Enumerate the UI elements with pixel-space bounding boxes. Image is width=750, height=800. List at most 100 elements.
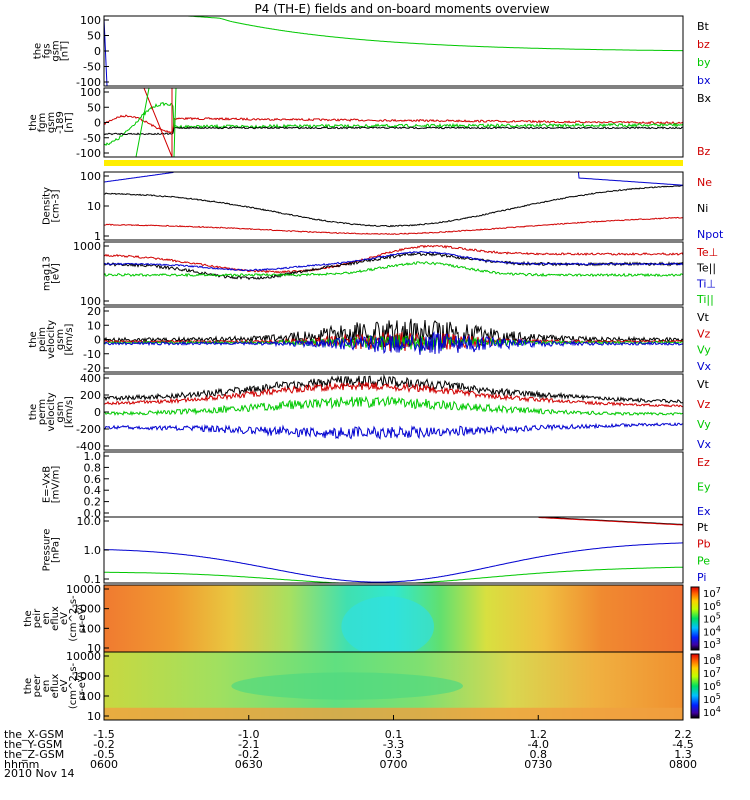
ylabel-line: [mV/m] bbox=[51, 466, 62, 504]
date-label: 2010 Nov 14 bbox=[4, 767, 74, 780]
plot-title: P4 (TH-E) fields and on-board moments ov… bbox=[254, 2, 549, 16]
ti-par-series bbox=[104, 261, 683, 278]
colorbar-tick-label: 103 bbox=[703, 637, 721, 651]
temperature-data bbox=[104, 244, 683, 281]
by-series bbox=[179, 16, 683, 52]
y-tick-label: -100 bbox=[76, 76, 101, 89]
panel-density: 100 10 1 Density[cm-3] Ne Ni Npot bbox=[42, 170, 724, 243]
pressure-ylabel: Pressure[nPa] bbox=[42, 529, 62, 572]
legend-bz: bz bbox=[697, 38, 710, 51]
perm_velocity-data bbox=[104, 374, 683, 440]
legend-pb: Pb bbox=[697, 538, 711, 551]
legend-ez: Ez bbox=[697, 456, 710, 469]
panel-ion_spectrogram: 10000100010010thepeirenefluxeV(cm^2-s-sr… bbox=[23, 583, 721, 655]
x-row-label: the_Z-GSM bbox=[4, 748, 64, 761]
vx-series-perm bbox=[104, 422, 683, 440]
y-tick-label: 200 bbox=[80, 389, 101, 402]
ylabel-line: the bbox=[28, 114, 39, 130]
data-gap-bar bbox=[104, 160, 683, 166]
x-tick-label: 0600 bbox=[90, 758, 118, 771]
ylabel-line: velocity bbox=[46, 320, 57, 359]
fgm-data bbox=[104, 88, 683, 157]
y-tick-label: 1.0 bbox=[84, 450, 102, 463]
x-tick-label: 1.2 bbox=[530, 728, 548, 741]
ylabel-line: [eV] bbox=[51, 263, 62, 284]
ylabel-line: [km/s] bbox=[64, 396, 75, 428]
legend-te⊥: Te⊥ bbox=[696, 246, 718, 259]
legend-te||: Te|| bbox=[696, 262, 716, 275]
panels: 100500-50-100thefgsgsm[nT]Btbzbybx100500… bbox=[23, 14, 724, 723]
x-tick-label: 0700 bbox=[380, 758, 408, 771]
ylabel-line: peer bbox=[32, 674, 43, 698]
legend-vy: Vy bbox=[697, 418, 711, 431]
colorbar bbox=[690, 653, 700, 719]
pressure-frame bbox=[103, 516, 684, 584]
x-tick-label: -1.0 bbox=[238, 728, 259, 741]
colorbar-tick-label: 108 bbox=[703, 653, 721, 667]
pb-series bbox=[538, 517, 683, 526]
x-row-label: the_X-GSM bbox=[4, 728, 64, 741]
by-series-fgm bbox=[104, 101, 683, 147]
ylabel-line: peim bbox=[37, 327, 48, 352]
peim_velocity-data bbox=[104, 318, 683, 355]
legend-pt: Pt bbox=[697, 521, 709, 534]
ylabel-line: mag13 bbox=[42, 256, 53, 291]
pt-series bbox=[538, 517, 683, 525]
y-tick-label: 0.2 bbox=[84, 496, 102, 509]
x-tick-label: -0.2 bbox=[238, 748, 259, 761]
panel-temperature: 1000 100 mag13[eV] Te⊥ Te|| Ti⊥ Ti|| bbox=[42, 240, 719, 308]
ylabel-line: the bbox=[28, 331, 39, 347]
temperature-frame bbox=[103, 241, 684, 306]
ylabel-line: Pressure bbox=[42, 529, 53, 572]
y-tick-label: 1000 bbox=[73, 670, 101, 683]
panel-perm_velocity: 4002000-200-400thepermvelocitygsm[km/s]V… bbox=[28, 372, 712, 453]
x-tick-label: -1.5 bbox=[93, 728, 114, 741]
ylabel-line: eV bbox=[59, 679, 70, 692]
colorbar bbox=[690, 586, 700, 651]
x-tick-label: -0.5 bbox=[93, 748, 114, 761]
x-row-label: hhmm bbox=[4, 758, 39, 771]
npot-series bbox=[104, 172, 683, 186]
y-tick-label: 0.0 bbox=[84, 507, 102, 520]
temperature-ylabel: mag13[eV] bbox=[42, 256, 62, 291]
y-tick-label: -100 bbox=[76, 147, 101, 160]
ylabel-line: eV bbox=[59, 612, 70, 625]
colorbar-tick-label: 104 bbox=[703, 705, 721, 719]
y-tick-label: 50 bbox=[87, 101, 101, 114]
y-tick-label: 10 bbox=[87, 710, 101, 723]
ylabel-line: [km/s] bbox=[64, 323, 75, 355]
ylabel-line: gsm bbox=[46, 112, 57, 133]
y-tick-label: -50 bbox=[83, 61, 101, 74]
legend-vx: Vx bbox=[697, 360, 712, 373]
ylabel-line: [nT] bbox=[60, 41, 71, 61]
x-row-label: the_Y-GSM bbox=[4, 738, 62, 751]
panel-pressure: 10.0 1.0 0.1 Pressure[nPa] Pt Pb Pe Pi bbox=[42, 515, 711, 586]
x-tick-label: -4.5 bbox=[672, 738, 693, 751]
ylabel-line: [cm-3] bbox=[51, 189, 62, 222]
y-tick-label: 100 bbox=[80, 86, 101, 99]
x-tick-label: 0800 bbox=[669, 758, 697, 771]
legend-bx: Bx bbox=[697, 92, 712, 105]
ylabel-line: sr-eV) bbox=[77, 671, 88, 700]
y-tick-label: -20 bbox=[83, 362, 101, 375]
y-tick-label: 0 bbox=[94, 334, 101, 347]
y-tick-label: 50 bbox=[87, 30, 101, 43]
x-tick-label: 0730 bbox=[524, 758, 552, 771]
ylabel-line: (cm^2-s- bbox=[68, 595, 79, 642]
ylabel-line: [nT] bbox=[64, 112, 75, 132]
y-tick-label: 1000 bbox=[73, 603, 101, 616]
bz-spike bbox=[143, 88, 173, 157]
ylabel-line: en bbox=[41, 680, 52, 693]
y-tick-label: 20 bbox=[87, 305, 101, 318]
te-perp-series bbox=[104, 244, 683, 274]
ylabel-line: the bbox=[23, 610, 34, 626]
ion_spectrogram-data bbox=[104, 585, 683, 652]
y-tick-label: 0.4 bbox=[84, 484, 102, 497]
y-tick-label: -400 bbox=[76, 440, 101, 453]
y-tick-label: 10 bbox=[87, 200, 101, 213]
by-spike bbox=[135, 88, 177, 157]
